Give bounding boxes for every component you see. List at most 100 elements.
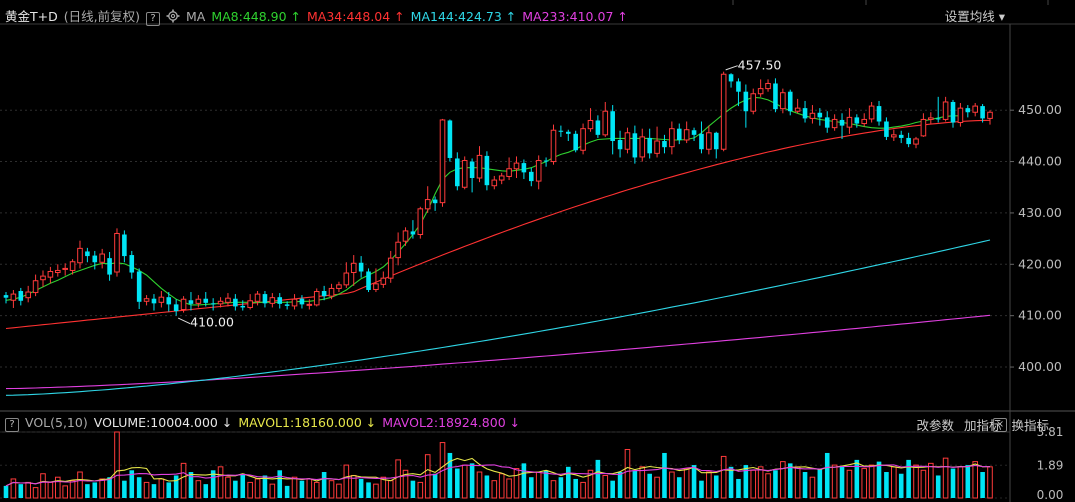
volume-bar	[366, 482, 371, 498]
volume-bar	[336, 483, 342, 499]
volume-bar	[773, 470, 778, 498]
candle-body	[780, 92, 786, 110]
volume-bar	[491, 480, 498, 499]
candle-body	[624, 132, 631, 150]
gear-icon[interactable]	[166, 9, 180, 23]
volume-bar	[891, 466, 897, 499]
candle-body	[906, 137, 911, 145]
y-tick-label: 430.00	[1018, 205, 1062, 220]
volume-bar	[573, 478, 578, 498]
volume-bar	[839, 466, 845, 498]
volume-bar	[765, 473, 771, 499]
candle-body	[151, 298, 157, 304]
candle-body	[358, 262, 364, 272]
volume-bar	[476, 471, 483, 499]
candle-body	[180, 298, 187, 311]
volume-bar	[898, 473, 904, 498]
volume-bar	[484, 475, 490, 498]
ma233-line	[5, 314, 991, 390]
candle-body	[99, 253, 105, 263]
volume-bar	[935, 475, 941, 498]
ma-settings-label: 设置均线	[944, 9, 995, 24]
volume-bar	[188, 472, 194, 498]
candle-body	[683, 129, 690, 141]
candle-body	[706, 132, 712, 150]
candle-body	[284, 304, 290, 306]
volume-bar	[158, 478, 165, 499]
volume-bar	[736, 478, 741, 498]
volume-bar	[928, 462, 934, 499]
volume-bar	[632, 470, 638, 498]
volume-bar	[942, 457, 949, 499]
volume-bar	[647, 473, 652, 498]
volume-bar	[469, 463, 475, 498]
candle-body	[602, 110, 609, 136]
candle-body	[336, 284, 342, 289]
candle-body	[469, 161, 475, 178]
candle-body	[476, 154, 483, 179]
help-icon[interactable]: ?	[145, 12, 160, 26]
volume-bar	[3, 485, 9, 498]
candle-body	[580, 128, 586, 151]
volume-bar	[54, 476, 61, 499]
candle-body	[313, 291, 320, 306]
candle-body	[513, 162, 520, 170]
candle-body	[728, 74, 734, 82]
candle-body	[291, 298, 298, 307]
volume-bar	[343, 464, 350, 499]
candle-body	[972, 105, 978, 113]
volume-bar	[987, 466, 993, 499]
candle-body	[861, 118, 868, 125]
candle-body	[662, 141, 667, 148]
close-icon[interactable]: ×	[993, 418, 1007, 432]
ma-settings-button[interactable]: 设置均线 ▾	[945, 6, 1005, 25]
candle-body	[129, 255, 135, 273]
volume-help-icon[interactable]: ?	[5, 418, 19, 432]
candle-body	[757, 88, 764, 95]
candle-body	[188, 300, 194, 304]
candle-body	[122, 234, 127, 257]
volume-bar	[225, 476, 231, 499]
candle-body	[802, 108, 808, 119]
candle-body	[410, 231, 416, 235]
volume-tick-label: 1.89	[1037, 458, 1064, 472]
volume-bar	[69, 480, 76, 499]
candle-body	[203, 298, 209, 303]
candle-body	[247, 300, 253, 308]
volume-bar	[654, 476, 660, 499]
switch-indicator-button[interactable]: 换指标	[1011, 418, 1049, 433]
candle-body	[617, 139, 623, 150]
candle-body	[809, 112, 816, 119]
ma34-line	[5, 119, 991, 330]
candle-body	[884, 121, 889, 137]
volume-bar	[602, 474, 609, 499]
candle-body	[935, 118, 941, 120]
candle-body	[639, 136, 646, 158]
volume-menu: 改参数 加指标 换指标	[906, 415, 1049, 434]
volume-bar	[32, 487, 39, 499]
candle-body	[328, 287, 335, 297]
volume-bar	[513, 468, 520, 499]
volume-bar	[373, 483, 379, 499]
edit-params-button[interactable]: 改参数	[916, 418, 954, 433]
volume-bar	[254, 478, 261, 499]
candle-body	[10, 293, 17, 301]
candle-body	[824, 117, 830, 128]
volume-bar	[884, 472, 889, 498]
candle-body	[750, 93, 757, 112]
volume-bar	[980, 472, 985, 498]
add-indicator-button[interactable]: 加指标	[963, 418, 1002, 433]
volume-bar	[99, 478, 105, 499]
ma-label: MA	[185, 9, 206, 24]
candle-body	[980, 106, 985, 119]
candle-body	[610, 111, 615, 142]
instrument-title[interactable]: 黄金T+D	[5, 9, 58, 24]
volume-bar	[913, 464, 919, 499]
candle-body	[491, 179, 498, 187]
chart-period-label[interactable]: (日线,前复权)	[63, 9, 140, 24]
candle-body	[794, 107, 801, 112]
volume-bar	[424, 454, 431, 499]
volume-bar	[10, 478, 17, 499]
candle-body	[669, 128, 675, 148]
